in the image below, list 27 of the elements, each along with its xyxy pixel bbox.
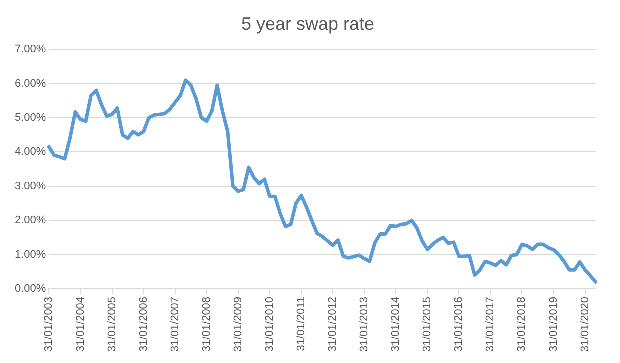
x-tick-label: 31/01/2010 <box>264 296 276 352</box>
x-tick-label: 31/01/2003 <box>43 296 56 352</box>
y-tick-label: 4.00% <box>14 146 46 158</box>
x-tick-label: 31/01/2017 <box>484 296 497 352</box>
x-tick-label: 31/01/2009 <box>232 296 244 352</box>
y-tick-label: 5.00% <box>14 112 46 124</box>
x-tick-label: 31/01/2012 <box>327 296 340 352</box>
x-tick-label: 31/01/2016 <box>453 296 466 352</box>
x-tick-label: 31/01/2014 <box>390 296 402 352</box>
y-tick-label: 3.00% <box>14 180 46 192</box>
x-tick-label: 31/01/2011 <box>296 296 308 352</box>
y-tick-label: 2.00% <box>14 214 46 227</box>
y-tick-label: 0.00% <box>14 282 46 295</box>
x-tick-label: 31/01/2018 <box>516 296 528 352</box>
y-tick-label: 1.00% <box>14 248 46 261</box>
x-tick-label: 31/01/2006 <box>138 296 150 352</box>
y-tick-label: 6.00% <box>14 78 46 90</box>
x-tick-label: 31/01/2013 <box>358 296 371 352</box>
y-tick-label: 7.00% <box>14 44 46 56</box>
x-tick-label: 31/01/2008 <box>200 296 213 352</box>
x-tick-label: 31/01/2004 <box>74 296 87 352</box>
x-tick-label: 31/01/2019 <box>548 296 560 352</box>
chart-title: 5 year swap rate <box>241 14 375 34</box>
x-tick-label: 31/01/2020 <box>579 296 592 352</box>
x-tick-label: 31/01/2015 <box>422 296 434 352</box>
x-tick-label: 31/01/2005 <box>106 296 118 352</box>
x-tick-label: 31/01/2007 <box>169 296 182 352</box>
